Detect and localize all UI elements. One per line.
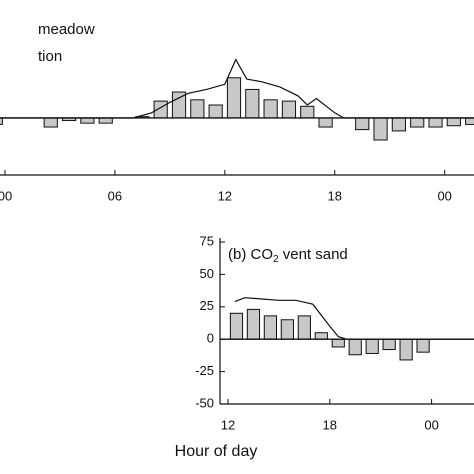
bar: [428, 117, 443, 128]
x-tick-label: 12: [218, 188, 232, 203]
x-tick-label: 12: [221, 417, 235, 432]
annotation: meadow: [38, 21, 95, 38]
y-tick-label: 50: [200, 266, 214, 281]
x-tick-label: 18: [328, 188, 342, 203]
annotation: tion: [38, 48, 62, 65]
bar: [297, 315, 311, 340]
bar: [263, 99, 278, 119]
bar: [80, 117, 95, 124]
title-part: (b) CO: [228, 246, 273, 263]
y-tick-label: 25: [200, 298, 214, 313]
bar: [43, 117, 58, 128]
bar: [0, 117, 3, 125]
bar: [229, 312, 244, 340]
y-tick-label: -50: [195, 395, 214, 410]
bar: [416, 338, 430, 353]
bar: [226, 77, 242, 119]
bar: [280, 319, 294, 340]
bar: [245, 88, 260, 119]
x-axis-label: Hour of day: [175, 443, 258, 460]
bar: [391, 117, 406, 132]
x-tick-label: 06: [108, 188, 122, 203]
panel-title: (b) CO2 vent sand: [228, 246, 348, 265]
bar: [365, 338, 379, 354]
bar: [382, 338, 396, 351]
x-tick-label: 00: [437, 188, 451, 203]
title-part: vent sand: [279, 246, 348, 263]
bar: [465, 117, 474, 125]
bar: [331, 338, 345, 348]
bar: [263, 315, 278, 340]
y-tick-label: 0: [207, 331, 214, 346]
bar: [314, 332, 328, 340]
bar: [373, 117, 388, 141]
bar: [300, 105, 315, 119]
line: [234, 297, 474, 340]
bar: [98, 117, 113, 124]
x-tick-label: 00: [0, 188, 12, 203]
bar: [446, 117, 461, 127]
bar: [348, 338, 362, 356]
bar: [246, 308, 261, 340]
y-tick-label: -25: [195, 363, 214, 378]
title-subscript: 2: [273, 254, 279, 265]
bar: [410, 117, 425, 128]
bar: [355, 117, 370, 131]
line: [0, 58, 474, 119]
x-tick-label: 00: [424, 417, 438, 432]
bar: [208, 104, 223, 119]
bar: [281, 100, 297, 119]
x-tick-label: 18: [323, 417, 337, 432]
bar: [318, 117, 333, 128]
bar: [399, 338, 413, 361]
bar: [190, 99, 205, 119]
y-tick-label: 75: [200, 233, 214, 248]
